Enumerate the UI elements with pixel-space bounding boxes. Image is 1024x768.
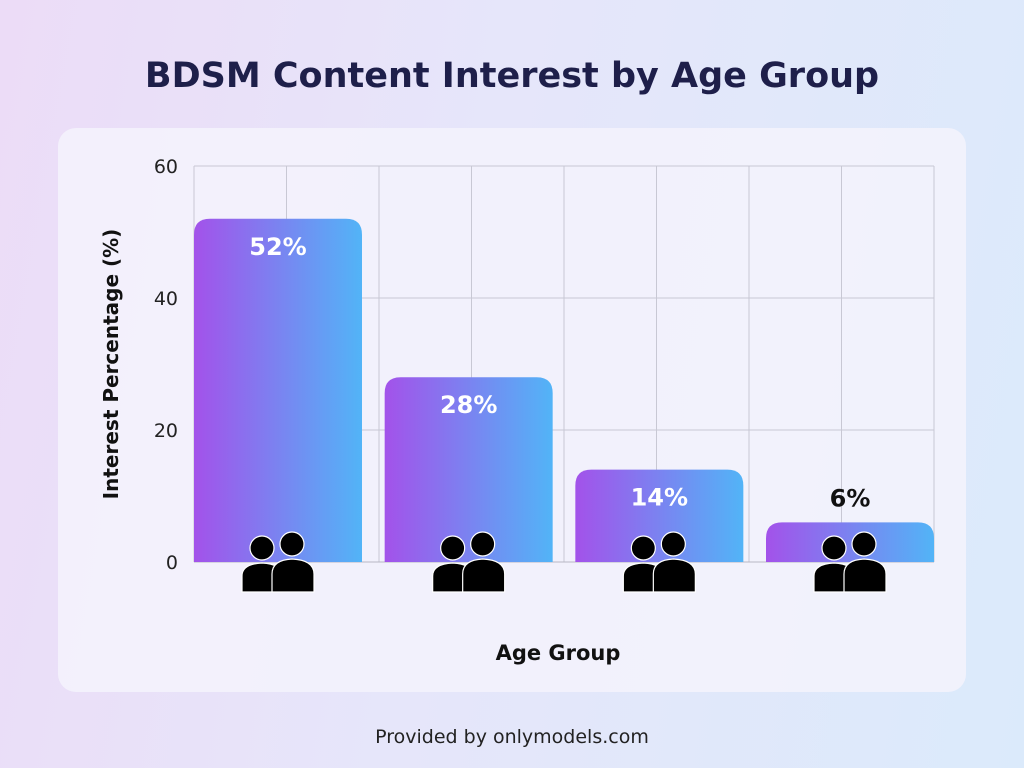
- bar-65+: [766, 522, 934, 562]
- footer-credit: Provided by onlymodels.com: [375, 726, 649, 748]
- bar-35-54: [384, 377, 553, 562]
- young-couple-icon: [241, 531, 315, 593]
- data-label: 6%: [830, 484, 871, 512]
- chart-title: BDSM Content Interest by Age Group: [144, 56, 880, 96]
- y-tick-label: 40: [154, 288, 178, 310]
- y-axis-label: Interest Percentage (%): [99, 229, 123, 500]
- middle-aged-couple-icon: [622, 531, 696, 593]
- bar-18-34: [194, 218, 362, 563]
- y-tick-label: 20: [154, 420, 178, 442]
- data-label: 14%: [631, 484, 688, 512]
- y-tick-label: 60: [154, 156, 178, 178]
- bar-55-64: [575, 469, 744, 562]
- data-label: 28%: [440, 391, 497, 419]
- y-tick-label: 0: [166, 552, 178, 574]
- business-couple-icon: [432, 531, 506, 593]
- x-axis-label: Age Group: [496, 641, 621, 665]
- data-label: 52%: [249, 233, 306, 261]
- elderly-couple-icon: [813, 531, 887, 593]
